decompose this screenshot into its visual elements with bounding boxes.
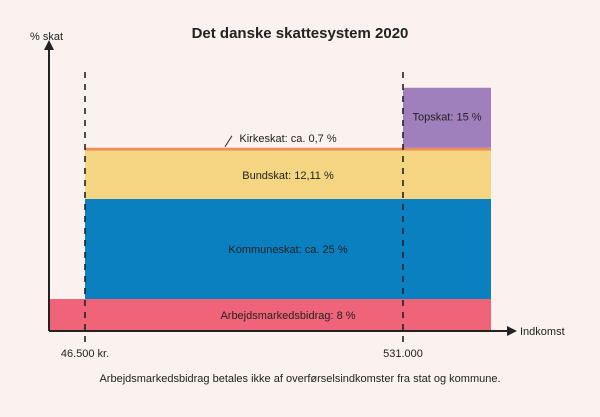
layer-label: Kirkeskat: ca. 0,7 % bbox=[239, 133, 336, 145]
x-tick-label: 531.000 bbox=[383, 348, 423, 360]
footnote: Arbejdsmarkedsbidrag betales ikke af ove… bbox=[99, 373, 501, 385]
layer-bundskat bbox=[85, 150, 491, 199]
x-tick-label: 46.500 kr. bbox=[61, 348, 109, 360]
x-axis-label: Indkomst bbox=[520, 326, 565, 338]
layer-label: Topskat: 15 % bbox=[412, 112, 481, 124]
layer-topskat bbox=[403, 87, 491, 148]
layer-label: Kommuneskat: ca. 25 % bbox=[228, 244, 347, 256]
leader-line bbox=[224, 135, 233, 148]
chart-title: Det danske skattesystem 2020 bbox=[191, 25, 409, 42]
layer-kommuneskat bbox=[85, 199, 491, 299]
layer-label: Bundskat: 12,11 % bbox=[242, 170, 334, 182]
layer-arbejdsmarkedsbidrag bbox=[49, 299, 491, 331]
y-axis-label: % skat bbox=[30, 31, 63, 43]
layer-kirkeskat bbox=[85, 147, 491, 151]
layer-label: Arbejdsmarkedsbidrag: 8 % bbox=[220, 310, 355, 322]
